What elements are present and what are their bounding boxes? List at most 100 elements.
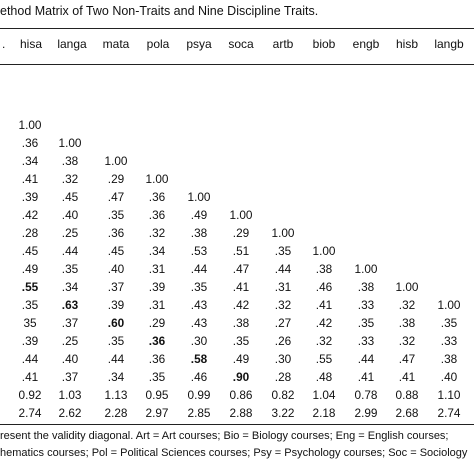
column-header: psya [186, 37, 212, 51]
table-cell: 1.03 [58, 388, 82, 402]
table-cell: 1.04 [312, 388, 336, 402]
table-cell: .46 [190, 370, 208, 384]
table-cell: .36 [21, 136, 39, 150]
table-cell: 2.74 [18, 406, 42, 420]
table-cell: .45 [21, 244, 39, 258]
table-cell: 1.00 [145, 172, 169, 186]
table-cell: .49 [21, 262, 39, 276]
table-cell: 0.99 [187, 388, 211, 402]
table-cell: .40 [107, 262, 125, 276]
table-cell: .41 [357, 370, 375, 384]
table-cell: .35 [357, 316, 375, 330]
table-cell: .39 [148, 280, 166, 294]
table-cell: 1.00 [354, 262, 378, 276]
table-row: .55 .34 .37 .39 .35 .41 .31 .46 .38 1.00 [0, 278, 474, 296]
column-header: langb [434, 37, 464, 51]
table-cell: .47 [398, 352, 416, 366]
table-cell: 0.86 [229, 388, 253, 402]
table-cell: .46 [315, 280, 333, 294]
column-header: pola [146, 37, 170, 51]
table-cell: 1.00 [18, 118, 42, 132]
table-cell: .29 [232, 226, 250, 240]
table-cell: .38 [190, 226, 208, 240]
table-cell: .36 [148, 208, 166, 222]
table-cell: 1.00 [437, 298, 461, 312]
validity-diagonal-cell: .60 [107, 316, 125, 330]
table-cell: .25 [61, 334, 79, 348]
table-row: .45 .44 .45 .34 .53 .51 .35 1.00 [0, 242, 474, 260]
table-cell: .36 [148, 190, 166, 204]
table-cell: .34 [21, 154, 39, 168]
table-cell: 0.88 [395, 388, 419, 402]
table-row: .34 .38 1.00 [0, 152, 474, 170]
table-cell: .26 [274, 334, 292, 348]
table-cell: .47 [232, 262, 250, 276]
table-cell: 0.92 [18, 388, 42, 402]
table-row: 0.92 1.03 1.13 0.95 0.99 0.86 0.82 1.04 0.78 0.88… [0, 386, 474, 404]
table-row: .36 1.00 [0, 134, 474, 152]
table-cell: .43 [190, 298, 208, 312]
table-cell: .41 [232, 280, 250, 294]
table-row: .41 .37 .34 .35 .46 .90 .28 .48 .41 .41 .40 [0, 368, 474, 386]
table-cell: .28 [274, 370, 292, 384]
table-row: 2.74 2.62 2.28 2.97 2.85 2.88 3.22 2.18 2.99 2.68… [0, 404, 474, 422]
table-cell: .32 [148, 226, 166, 240]
table-row: .28 .25 .36 .32 .38 .29 1.00 [0, 224, 474, 242]
table-cell: .28 [21, 226, 39, 240]
table-cell: 2.62 [58, 406, 82, 420]
table-cell: .41 [315, 298, 333, 312]
table-cell: .35 [148, 370, 166, 384]
table-cell: 1.00 [229, 208, 253, 222]
table-cell: 2.68 [395, 406, 419, 420]
bottom-rule [0, 424, 474, 425]
table-cell: 2.18 [312, 406, 336, 420]
table-cell: .35 [21, 298, 39, 312]
table-row: .44 .40 .44 .36 .58 .49 .30 .55 .44 .47 .38 [0, 350, 474, 368]
table-cell: .44 [21, 352, 39, 366]
table-row: .41 .32 .29 1.00 [0, 170, 474, 188]
table-note-line: resent the validity diagonal. Art = Art … [0, 430, 449, 442]
table-cell: 1.00 [395, 280, 419, 294]
table-cell: 1.00 [187, 190, 211, 204]
table-cell: .40 [61, 352, 79, 366]
validity-diagonal-cell: .36 [148, 334, 166, 348]
table-caption: ethod Matrix of Two Non-Traits and Nine … [0, 4, 319, 18]
table-cell: .44 [61, 244, 79, 258]
table-row: .39 .25 .35 .36 .30 .35 .26 .32 .33 .32 .33 [0, 332, 474, 350]
table-cell: .35 [274, 244, 292, 258]
table-row: .42 .40 .35 .36 .49 1.00 [0, 206, 474, 224]
table-cell: 1.00 [58, 136, 82, 150]
table-cell: 2.74 [437, 406, 461, 420]
validity-diagonal-cell: .58 [190, 352, 208, 366]
table-cell: .35 [61, 262, 79, 276]
table-cell: .42 [21, 208, 39, 222]
table-cell: 0.82 [271, 388, 295, 402]
table-note-line: hematics courses; Pol = Political Scienc… [0, 447, 468, 459]
table-cell: .42 [232, 298, 250, 312]
table-cell: .39 [21, 190, 39, 204]
table-cell: .34 [148, 244, 166, 258]
table-cell: .47 [107, 190, 125, 204]
table-cell: .36 [148, 352, 166, 366]
table-cell: .30 [190, 334, 208, 348]
table-cell: .38 [315, 262, 333, 276]
table-cell: 35 [23, 316, 37, 330]
table-cell: .37 [107, 280, 125, 294]
table-cell: 2.99 [354, 406, 378, 420]
table-cell: .41 [21, 172, 39, 186]
table-cell: .33 [440, 334, 458, 348]
table-cell: .31 [148, 298, 166, 312]
table-cell: 2.28 [104, 406, 128, 420]
column-header-row: . hisa langa mata pola psya soca artb biob engb hi… [0, 37, 474, 53]
header-rule [0, 64, 474, 65]
validity-diagonal-cell: .90 [232, 370, 250, 384]
column-header: engb [352, 37, 380, 51]
table-cell: .44 [357, 352, 375, 366]
table-cell: .43 [190, 316, 208, 330]
table-cell: 2.85 [187, 406, 211, 420]
table-cell: .45 [61, 190, 79, 204]
validity-diagonal-cell: .55 [21, 280, 39, 294]
table-cell: 1.00 [271, 226, 295, 240]
table-cell: .39 [21, 334, 39, 348]
table-cell: .38 [398, 316, 416, 330]
